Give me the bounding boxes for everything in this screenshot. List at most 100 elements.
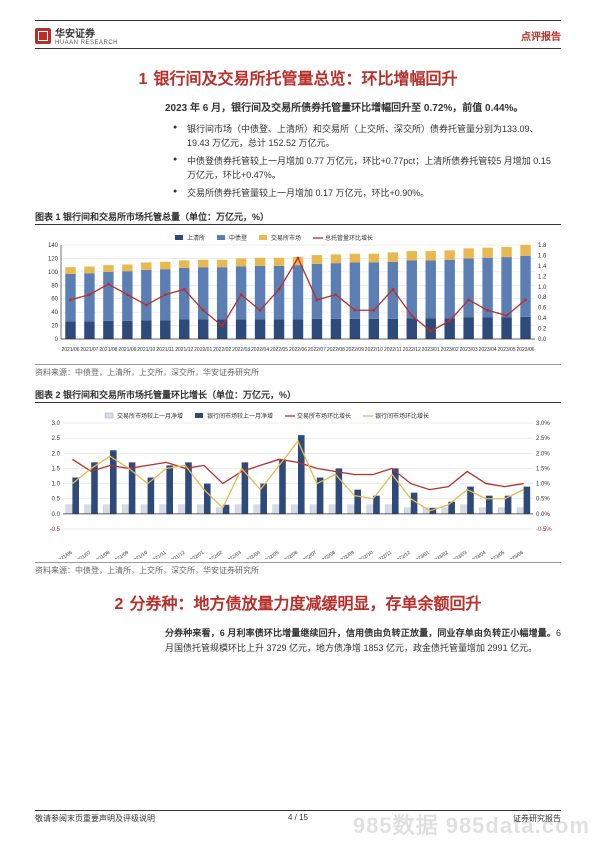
section2-number: 2	[115, 596, 124, 613]
svg-text:2022/09: 2022/09	[346, 347, 364, 353]
svg-text:2022/09: 2022/09	[337, 550, 355, 559]
svg-text:1.4: 1.4	[538, 264, 547, 270]
svg-text:2022/03: 2022/03	[232, 347, 250, 353]
svg-text:2023/03: 2023/03	[450, 550, 468, 559]
svg-text:-0.5%: -0.5%	[536, 527, 552, 533]
svg-text:2022/10: 2022/10	[356, 550, 374, 559]
svg-text:2021/11: 2021/11	[156, 347, 174, 353]
brand-logo-icon	[35, 28, 51, 44]
svg-text:银行间市场环比增长: 银行间市场环比增长	[375, 412, 429, 420]
svg-text:1.0: 1.0	[538, 285, 547, 291]
svg-text:2022/08: 2022/08	[327, 347, 345, 353]
svg-text:2022/05: 2022/05	[262, 550, 280, 559]
svg-text:2023/06: 2023/06	[516, 347, 534, 353]
svg-text:20: 20	[51, 324, 58, 330]
svg-text:2022/08: 2022/08	[318, 550, 336, 559]
svg-text:140: 140	[48, 243, 59, 249]
svg-text:1.8: 1.8	[538, 243, 547, 249]
svg-text:2022/11: 2022/11	[375, 550, 393, 559]
footer-center: 4 / 15	[288, 813, 308, 822]
svg-text:0.0: 0.0	[538, 337, 547, 343]
svg-text:2023/04: 2023/04	[479, 347, 497, 353]
bullet-item: 交易所债券托管量较上一月增加 0.17 万亿元，环比+0.90%。	[177, 186, 561, 200]
svg-text:3.0: 3.0	[52, 421, 61, 427]
section2-title: 分券种：地方债放量力度减缓明显，存单余额回升	[129, 596, 481, 613]
svg-text:2021/11: 2021/11	[150, 550, 168, 559]
svg-text:0.2: 0.2	[538, 327, 547, 333]
chart1-source: 资料来源：中债登，上清所，上交所，深交所，华安证券研究所	[35, 364, 561, 378]
svg-text:银行间市场较上一月净增: 银行间市场较上一月净增	[207, 412, 273, 420]
svg-text:2022/03: 2022/03	[224, 550, 242, 559]
svg-text:2022/07: 2022/07	[308, 347, 326, 353]
svg-text:总托管量环比增长: 总托管量环比增长	[325, 234, 373, 242]
svg-text:2023/02: 2023/02	[441, 347, 459, 353]
svg-text:0: 0	[55, 337, 59, 343]
chart2: 交易所市场较上一月净增 银行间市场较上一月净增 交易所市场环比增长 银行间市场环比增长…	[35, 409, 561, 559]
svg-text:2023/06: 2023/06	[506, 550, 524, 559]
svg-text:2021/09: 2021/09	[118, 347, 136, 353]
footer-left: 敬请参阅末页重要声明及评级说明	[35, 813, 155, 824]
svg-text:1.6: 1.6	[538, 253, 547, 259]
svg-text:2023/03: 2023/03	[460, 347, 478, 353]
section1-bullets: 银行间市场（中债登、上清所）和交易所（上交所、深交所）债券托管量分别为133.0…	[165, 122, 561, 200]
chart2-svg: 交易所市场较上一月净增 银行间市场较上一月净增 交易所市场环比增长 银行间市场环比增长…	[35, 409, 561, 559]
svg-text:-0.5: -0.5	[50, 527, 61, 533]
svg-text:100: 100	[48, 270, 59, 276]
svg-text:2023/04: 2023/04	[469, 550, 487, 559]
svg-text:1.0: 1.0	[52, 482, 61, 488]
chart1: 上清所中债登交易所市场总托管量环比增长0204060801001201400.0…	[35, 231, 561, 361]
svg-text:2021/06: 2021/06	[61, 347, 79, 353]
svg-text:2.5: 2.5	[52, 436, 61, 442]
report-type: 点评报告	[521, 28, 561, 43]
svg-text:0.5: 0.5	[52, 497, 61, 503]
svg-text:2021/10: 2021/10	[137, 347, 155, 353]
svg-text:2022/12: 2022/12	[403, 347, 421, 353]
section1-number: 1	[139, 71, 148, 88]
section1-heading: 1 银行间及交易所托管量总览：环比增幅回升	[35, 65, 561, 89]
svg-text:2022/11: 2022/11	[384, 347, 402, 353]
chart1-svg: 上清所中债登交易所市场总托管量环比增长0204060801001201400.0…	[35, 231, 561, 361]
svg-text:2.0: 2.0	[52, 451, 61, 457]
svg-text:2.5%: 2.5%	[536, 436, 550, 442]
svg-text:2022/05: 2022/05	[270, 347, 288, 353]
svg-text:交易所市场较上一月净增: 交易所市场较上一月净增	[117, 412, 183, 420]
chart2-source: 资料来源：中债登，上清所，上交所，深交所，华安证券研究所	[35, 562, 561, 576]
bullet-item: 中债登债券托管较上一月增加 0.77 万亿元，环比+0.77pct；上清所债券托…	[177, 154, 561, 183]
svg-text:2023/01: 2023/01	[412, 550, 430, 559]
svg-text:1.5: 1.5	[52, 466, 61, 472]
svg-text:40: 40	[51, 310, 58, 316]
svg-text:0.0: 0.0	[52, 512, 61, 518]
svg-text:2022/02: 2022/02	[213, 347, 231, 353]
svg-text:2022/04: 2022/04	[243, 550, 261, 559]
bullet-item: 银行间市场（中债登、上清所）和交易所（上交所、深交所）债券托管量分别为133.0…	[177, 122, 561, 151]
svg-text:2023/01: 2023/01	[422, 347, 440, 353]
svg-text:上清所: 上清所	[187, 234, 205, 242]
svg-text:2022/01: 2022/01	[194, 347, 212, 353]
svg-text:1.5%: 1.5%	[536, 466, 550, 472]
svg-text:2.0%: 2.0%	[536, 451, 550, 457]
section2-body: 分券种来看，6 月利率债环比增量继续回升，信用债由负转正放量，同业存单由负转正小…	[165, 626, 561, 657]
svg-text:2022/02: 2022/02	[206, 550, 224, 559]
svg-text:交易所市场: 交易所市场	[271, 234, 301, 242]
section1-summary: 2023 年 6 月，银行间及交易所债券托管量环比增幅回升至 0.72%，前值 …	[165, 101, 561, 116]
svg-text:1.2: 1.2	[538, 274, 547, 280]
svg-text:0.8: 0.8	[538, 295, 547, 301]
svg-text:1.0%: 1.0%	[536, 482, 550, 488]
brand-sub: HUAAN RESEARCH	[55, 40, 118, 46]
svg-text:80: 80	[51, 283, 58, 289]
section1-title: 银行间及交易所托管量总览：环比增幅回升	[153, 71, 457, 88]
section2-heading: 2 分券种：地方债放量力度减缓明显，存单余额回升	[35, 590, 561, 614]
svg-text:2021/06: 2021/06	[55, 550, 73, 559]
svg-text:2022/06: 2022/06	[281, 550, 299, 559]
svg-text:2022/12: 2022/12	[394, 550, 412, 559]
svg-text:0.6: 0.6	[538, 306, 547, 312]
footer: 敬请参阅末页重要声明及评级说明 4 / 15 证券研究报告	[35, 810, 561, 824]
svg-text:2021/07: 2021/07	[74, 550, 92, 559]
svg-text:交易所市场环比增长: 交易所市场环比增长	[297, 412, 351, 420]
section1-summary-block: 2023 年 6 月，银行间及交易所债券托管量环比增幅回升至 0.72%，前值 …	[35, 101, 561, 200]
svg-text:2021/10: 2021/10	[130, 550, 148, 559]
svg-text:0.0%: 0.0%	[536, 512, 550, 518]
svg-text:2022/07: 2022/07	[300, 550, 318, 559]
chart1-title: 图表 1 银行间和交易所市场托管总量（单位：万亿元，%）	[35, 210, 561, 223]
svg-text:2021/08: 2021/08	[99, 347, 117, 353]
